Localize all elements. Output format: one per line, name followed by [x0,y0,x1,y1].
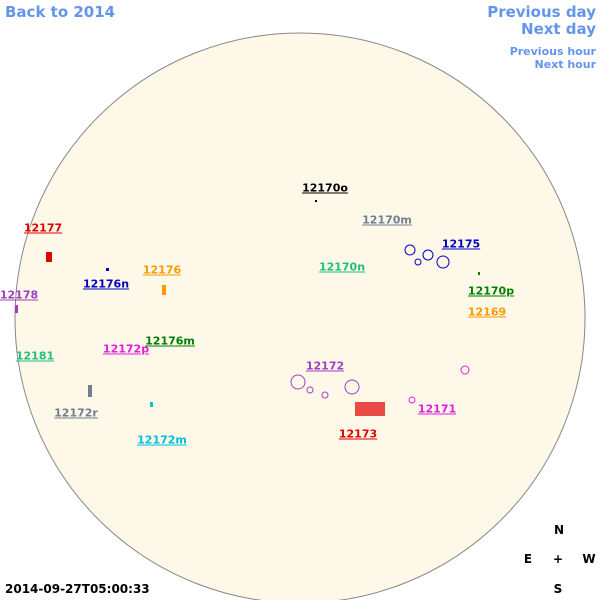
previous-day-link[interactable]: Previous day [487,3,596,21]
back-link[interactable]: Back to 2014 [5,3,116,21]
region-label[interactable]: 12173 [338,427,378,441]
region-label[interactable]: 12172r [54,406,98,420]
compass-south: S [553,582,563,596]
region-label[interactable]: 12176n [82,277,130,291]
sunspots [290,244,470,404]
compass-east: E [523,552,533,566]
region-label[interactable]: 12172m [137,433,187,447]
region-label[interactable]: 12172 [305,359,345,373]
timestamp: 2014-09-27T05:00:33 [5,582,150,596]
region-label[interactable]: 12170o [302,181,348,195]
compass-north: N [553,523,565,537]
region-label[interactable]: 12181 [15,349,55,363]
compass-center: + [552,552,564,566]
region-label[interactable]: 12170p [467,284,515,298]
region-label[interactable]: 12176 [142,263,182,277]
region-label[interactable]: 12170m [362,213,412,227]
next-day-link[interactable]: Next day [521,20,596,38]
region-label[interactable]: 12175 [441,237,481,251]
region-label[interactable]: 12177 [23,221,63,235]
region-label[interactable]: 12178 [0,288,39,302]
region-label[interactable]: 12170n [318,260,366,274]
previous-hour-link[interactable]: Previous hour [509,45,596,58]
region-label[interactable]: 12169 [467,305,507,319]
region-label[interactable]: 12172p [102,342,150,356]
compass-west: W [582,552,596,566]
solar-disk [14,32,586,600]
region-label[interactable]: 12171 [417,402,457,416]
sunspot-dots [15,200,480,416]
next-hour-link[interactable]: Next hour [534,58,597,71]
region-label[interactable]: 12176m [145,334,195,348]
